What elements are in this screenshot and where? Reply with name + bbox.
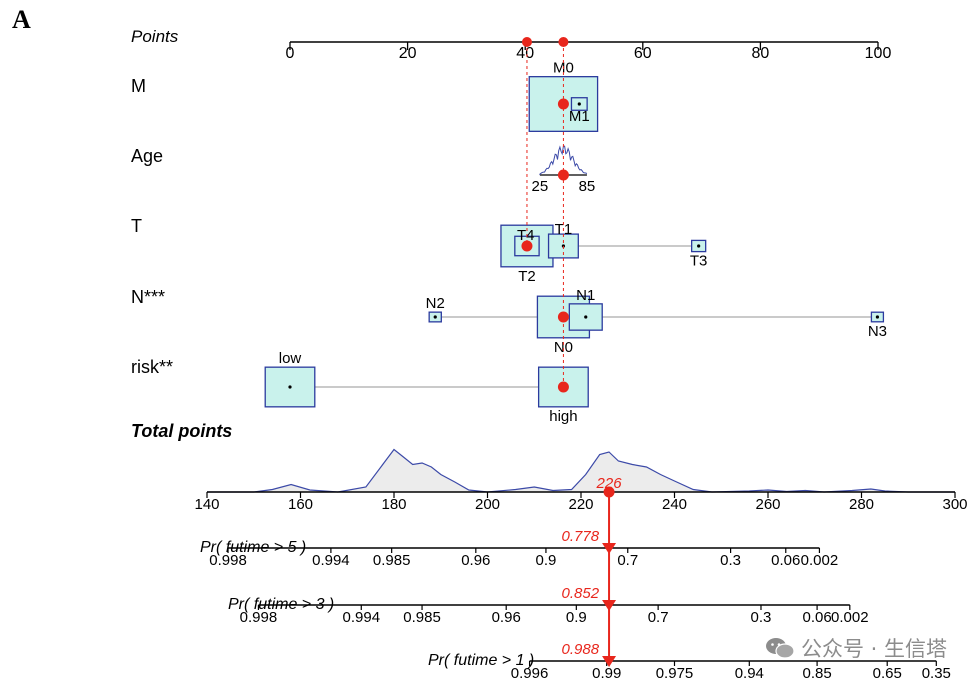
patient-value-marker — [557, 311, 569, 323]
category-label: N1 — [576, 287, 595, 304]
watermark: 公众号 · 生信塔 — [765, 633, 947, 663]
total-points-value: 226 — [596, 475, 623, 492]
points-axis-tick-label: 80 — [752, 45, 770, 62]
age-tick-label: 25 — [532, 178, 549, 195]
category-label: T4 — [517, 227, 535, 244]
probability-tick-label: 0.3 — [720, 552, 741, 569]
probability-tick-label: 0.96 — [492, 609, 521, 626]
total-points-tick-label: 200 — [475, 496, 500, 513]
panel-label: A — [12, 5, 31, 34]
wechat-icon — [765, 638, 795, 659]
probability-tick-label: 0.9 — [566, 609, 587, 626]
total-points-tick-label: 140 — [194, 496, 219, 513]
category-label: N0 — [554, 339, 573, 356]
points-axis-tick-label: 100 — [865, 45, 892, 62]
total-points-density-fill — [207, 449, 955, 492]
category-label: N2 — [426, 295, 445, 312]
category-center-dot — [697, 244, 701, 248]
probability-tick-label: 0.99 — [592, 665, 621, 682]
probability-tick-label: 0.9 — [536, 552, 557, 569]
category-label: M1 — [569, 108, 590, 125]
points-axis-tick-label: 60 — [634, 45, 652, 62]
variable-label: risk** — [131, 357, 173, 377]
variable-label: M — [131, 76, 146, 96]
total-points-density-line — [207, 448, 955, 493]
total-points-tick-label: 180 — [381, 496, 406, 513]
probability-tick-label: 0.998 — [240, 609, 278, 626]
predicted-probability: 0.778 — [562, 528, 600, 545]
probability-tick-label: 0.994 — [343, 609, 381, 626]
category-label: T2 — [518, 268, 536, 285]
probability-tick-label: 0.998 — [209, 552, 247, 569]
probability-tick-label: 0.35 — [922, 665, 951, 682]
category-label: high — [549, 408, 577, 425]
total-points-tick-label: 160 — [288, 496, 313, 513]
total-points-tick-label: 220 — [568, 496, 593, 513]
category-label: low — [279, 350, 302, 367]
category-label: T3 — [690, 253, 708, 270]
age-tick-label: 85 — [579, 178, 596, 195]
category-center-dot — [875, 315, 880, 319]
points-axis-tick-label: 40 — [516, 45, 534, 62]
probability-tick-label: 0.96 — [461, 552, 490, 569]
probability-axis-label: Pr( futime > 1 ) — [428, 652, 534, 669]
probability-tick-label: 0.06 — [802, 609, 831, 626]
predicted-probability: 0.852 — [562, 585, 600, 602]
category-center-dot — [577, 102, 581, 106]
total-points-label: Total points — [131, 421, 232, 441]
age-distribution-line — [539, 145, 588, 175]
probability-tick-label: 0.002 — [831, 609, 869, 626]
category-label: N3 — [868, 323, 887, 340]
probability-tick-label: 0.996 — [511, 665, 549, 682]
category-center-dot — [433, 315, 437, 319]
variable-label: T — [131, 216, 142, 236]
category-center-dot — [288, 385, 292, 389]
probability-tick-label: 0.94 — [735, 665, 764, 682]
probability-tick-label: 0.7 — [648, 609, 669, 626]
points-axis-tick-label: 0 — [286, 45, 295, 62]
probability-tick-label: 0.994 — [312, 552, 350, 569]
probability-tick-label: 0.975 — [656, 665, 694, 682]
patient-value-marker — [521, 240, 533, 252]
probability-tick-label: 0.65 — [873, 665, 902, 682]
probability-tick-label: 0.3 — [751, 609, 772, 626]
probability-tick-label: 0.85 — [802, 665, 831, 682]
total-points-tick-label: 240 — [662, 496, 687, 513]
variable-label: Age — [131, 146, 163, 166]
probability-tick-label: 0.002 — [801, 552, 839, 569]
probability-tick-label: 0.06 — [771, 552, 800, 569]
probability-tick-label: 0.7 — [617, 552, 638, 569]
total-points-tick-label: 260 — [755, 496, 780, 513]
points-axis-tick-label: 20 — [399, 45, 417, 62]
total-points-tick-label: 280 — [849, 496, 874, 513]
variable-label: N*** — [131, 287, 165, 307]
probability-arrow-marker — [602, 656, 617, 667]
predicted-probability: 0.988 — [562, 641, 600, 658]
watermark-text: 公众号 · 生信塔 — [800, 637, 947, 661]
total-points-tick-label: 300 — [942, 496, 967, 513]
category-center-dot — [584, 315, 588, 319]
probability-tick-label: 0.985 — [403, 609, 441, 626]
points-axis-label: Points — [131, 27, 179, 46]
probability-tick-label: 0.985 — [373, 552, 411, 569]
